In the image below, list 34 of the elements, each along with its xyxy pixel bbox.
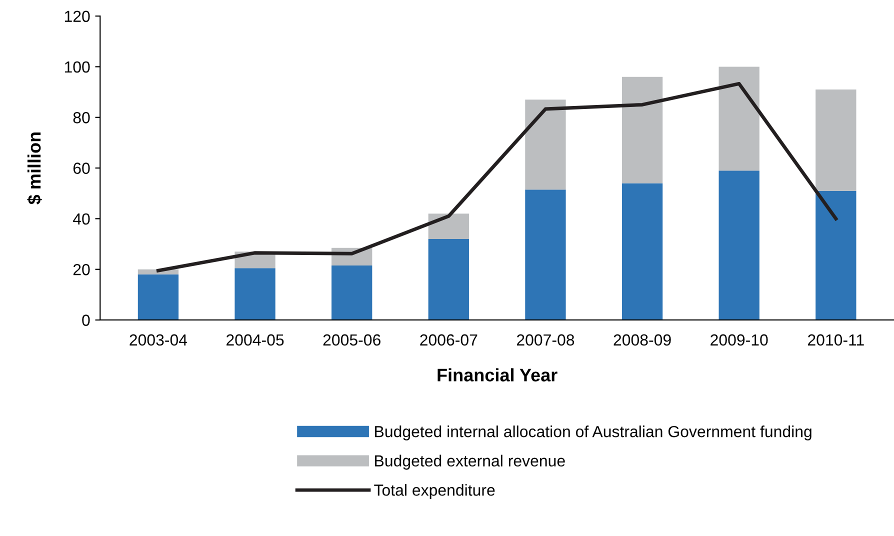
x-tick-label: 2006-07 <box>420 334 478 346</box>
x-tick-label: 2010-11 <box>808 334 864 346</box>
legend-label: Total expenditure <box>374 484 495 499</box>
bar <box>622 76 663 184</box>
x-tick-label: 2004-05 <box>226 334 284 346</box>
x-tick-label: 2003-04 <box>130 334 188 346</box>
bar <box>525 190 566 320</box>
legend-label: Budgeted internal allocation of Australian Government funding <box>375 426 812 440</box>
bar <box>718 66 760 171</box>
y-tick-label: 0 <box>82 314 90 326</box>
bar <box>138 274 179 320</box>
bar <box>234 268 276 320</box>
y-tick-label: 60 <box>73 162 90 174</box>
x-tick-label: 2007-08 <box>516 334 574 346</box>
y-tick-label: 20 <box>73 264 90 276</box>
bar <box>816 90 856 191</box>
x-tick-label: 2008-09 <box>614 334 671 346</box>
y-axis-title: $ million <box>27 132 42 204</box>
bar <box>718 170 760 320</box>
legend-label: Budgeted external revenue <box>375 454 565 470</box>
x-tick-label: 2005-06 <box>323 334 380 346</box>
y-tick-label: 40 <box>73 213 90 225</box>
x-tick-label: 2009-10 <box>710 334 768 346</box>
bar <box>816 190 856 320</box>
y-tick-label: 80 <box>73 112 90 124</box>
x-axis-title: Financial Year <box>438 368 558 382</box>
bar <box>332 266 372 320</box>
y-tick-label: 100 <box>64 61 90 73</box>
y-tick-label: 120 <box>64 10 90 22</box>
bar <box>622 183 663 320</box>
bar <box>428 238 469 320</box>
bar <box>525 100 566 190</box>
line-series <box>156 82 838 272</box>
bar <box>428 214 469 239</box>
